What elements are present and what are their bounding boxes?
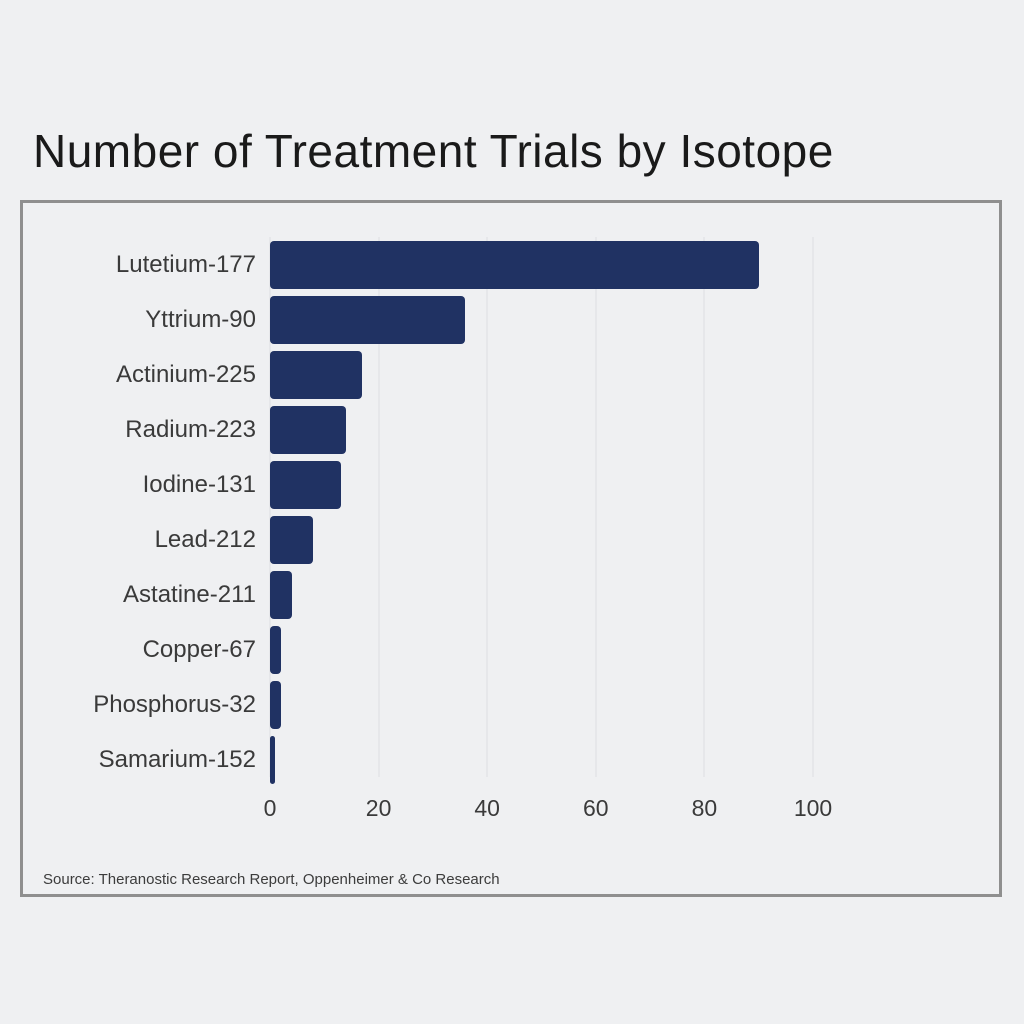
bar-row: Iodine-131 bbox=[23, 457, 999, 512]
gridline-60 bbox=[595, 237, 597, 777]
chart-frame: Lutetium-177 Yttrium-90 Actinium-225 Radium… bbox=[20, 200, 1002, 897]
bar-phosphorus-32 bbox=[270, 680, 281, 729]
isotope-label: Astatine-211 bbox=[123, 580, 256, 608]
bar-lutetium-177 bbox=[270, 240, 759, 289]
bar-actinium-225 bbox=[270, 350, 363, 399]
bar-area bbox=[270, 295, 813, 344]
bar-area bbox=[270, 570, 813, 619]
isotope-label: Samarium-152 bbox=[98, 745, 256, 773]
bar-radium-223 bbox=[270, 405, 347, 454]
x-tick-label-80: 80 bbox=[691, 795, 718, 821]
x-axis-ticks: 0 20 40 60 80 100 bbox=[264, 795, 833, 825]
bar-row: Yttrium-90 bbox=[23, 292, 999, 347]
bar-iodine-131 bbox=[270, 460, 341, 509]
bar-area bbox=[270, 350, 813, 399]
isotope-label: Phosphorus-32 bbox=[93, 690, 256, 718]
isotope-label: Lutetium-177 bbox=[115, 250, 256, 278]
x-tick-label-100: 100 bbox=[793, 795, 833, 821]
gridline-80 bbox=[703, 237, 705, 777]
bar-yttrium-90 bbox=[270, 295, 466, 344]
gridline-100 bbox=[812, 237, 814, 777]
gridline-20 bbox=[378, 237, 380, 777]
bar-area bbox=[270, 460, 813, 509]
bar-row: Actinium-225 bbox=[23, 347, 999, 402]
isotope-label: Radium-223 bbox=[125, 415, 256, 443]
isotope-label: Iodine-131 bbox=[142, 470, 256, 498]
bar-row: Astatine-211 bbox=[23, 567, 999, 622]
bar-area bbox=[270, 405, 813, 454]
isotope-label: Actinium-225 bbox=[115, 360, 256, 388]
gridline-40 bbox=[486, 237, 488, 777]
x-tick-label-60: 60 bbox=[583, 795, 609, 821]
bar-row: Lutetium-177 bbox=[23, 237, 999, 292]
x-tick-label-40: 40 bbox=[474, 795, 500, 821]
x-tick-label-20: 20 bbox=[365, 795, 392, 821]
bar-row: Samarium-152 bbox=[23, 732, 999, 787]
isotope-label: Copper-67 bbox=[142, 635, 256, 663]
bar-row: Radium-223 bbox=[23, 402, 999, 457]
bar-area bbox=[270, 735, 813, 784]
bar-area bbox=[270, 515, 813, 564]
bar-astatine-211 bbox=[270, 570, 292, 619]
bar-rows: Lutetium-177 Yttrium-90 Actinium-225 Radium… bbox=[23, 237, 999, 787]
bar-samarium-152 bbox=[270, 735, 276, 784]
bar-lead-212 bbox=[270, 515, 314, 564]
bar-row: Lead-212 bbox=[23, 512, 999, 567]
bar-area bbox=[270, 680, 813, 729]
bar-area bbox=[270, 240, 813, 289]
page-title: Number of Treatment Trials by Isotope bbox=[33, 125, 834, 177]
isotope-label: Lead-212 bbox=[154, 525, 256, 553]
source-note: Source: Theranostic Research Report, Opp… bbox=[43, 871, 500, 888]
bar-copper-67 bbox=[270, 625, 281, 674]
bar-row: Phosphorus-32 bbox=[23, 677, 999, 732]
bar-row: Copper-67 bbox=[23, 622, 999, 677]
bar-area bbox=[270, 625, 813, 674]
x-tick-label-0: 0 bbox=[263, 795, 277, 821]
isotope-label: Yttrium-90 bbox=[145, 305, 256, 333]
